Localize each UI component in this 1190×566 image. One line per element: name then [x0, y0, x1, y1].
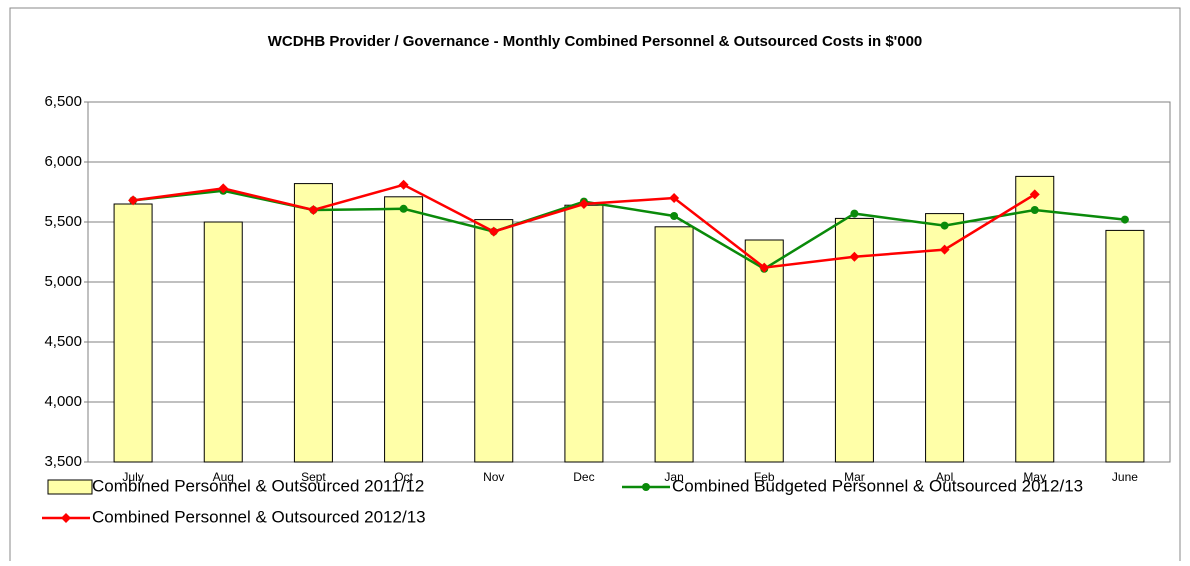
bar [384, 196, 424, 463]
legend-label: Combined Personnel & Outsourced 2012/13 [92, 507, 426, 526]
x-tick-label: Apl [936, 470, 953, 484]
marker [759, 262, 770, 273]
bar [1015, 175, 1055, 463]
bar [744, 239, 784, 463]
bar [564, 204, 604, 463]
legend-swatch [47, 479, 93, 495]
marker [1029, 189, 1040, 200]
y-tick-label: 4,500 [44, 333, 82, 350]
marker [850, 209, 859, 218]
marker [399, 204, 408, 213]
x-tick-label: Mar [844, 470, 865, 484]
marker [308, 205, 319, 215]
x-tick-label: May [1023, 470, 1046, 484]
y-tick-label: 5,000 [44, 273, 82, 290]
bar [654, 226, 694, 463]
legend-label: Combined Personnel & Outsourced 2011/12 [92, 476, 424, 495]
x-tick-label: Jan [664, 470, 683, 484]
bar [113, 203, 153, 463]
x-tick-label: Nov [483, 470, 504, 484]
marker [670, 212, 679, 220]
y-tick-label: 5,500 [44, 213, 82, 230]
x-tick-label: June [1112, 470, 1138, 484]
x-tick-label: July [122, 470, 143, 484]
bar [293, 183, 333, 463]
marker [940, 221, 949, 230]
bar [925, 213, 965, 463]
x-tick-label: Oct [394, 470, 413, 484]
y-tick-label: 3,500 [44, 453, 82, 470]
marker [1030, 206, 1039, 214]
marker [128, 195, 139, 206]
x-tick-label: Feb [754, 470, 775, 484]
marker [849, 251, 860, 262]
marker [939, 244, 950, 255]
bar [1105, 229, 1145, 463]
legend-marker [642, 483, 650, 491]
bar [203, 221, 243, 463]
y-tick-label: 4,000 [44, 393, 82, 410]
chart-title: WCDHB Provider / Governance - Monthly Co… [268, 33, 923, 50]
marker [1120, 215, 1129, 224]
x-tick-label: Dec [573, 470, 594, 484]
y-tick-label: 6,500 [44, 93, 82, 110]
marker [578, 199, 589, 209]
marker [488, 226, 499, 237]
marker [398, 179, 409, 190]
marker [218, 183, 229, 194]
legend-marker [61, 513, 71, 523]
bar [474, 219, 514, 463]
legend-label: Combined Budgeted Personnel & Outsourced… [672, 476, 1083, 495]
x-tick-label: Sept [301, 470, 326, 484]
x-tick-label: Aug [213, 470, 234, 484]
y-tick-label: 6,000 [44, 153, 82, 170]
marker [669, 193, 680, 203]
